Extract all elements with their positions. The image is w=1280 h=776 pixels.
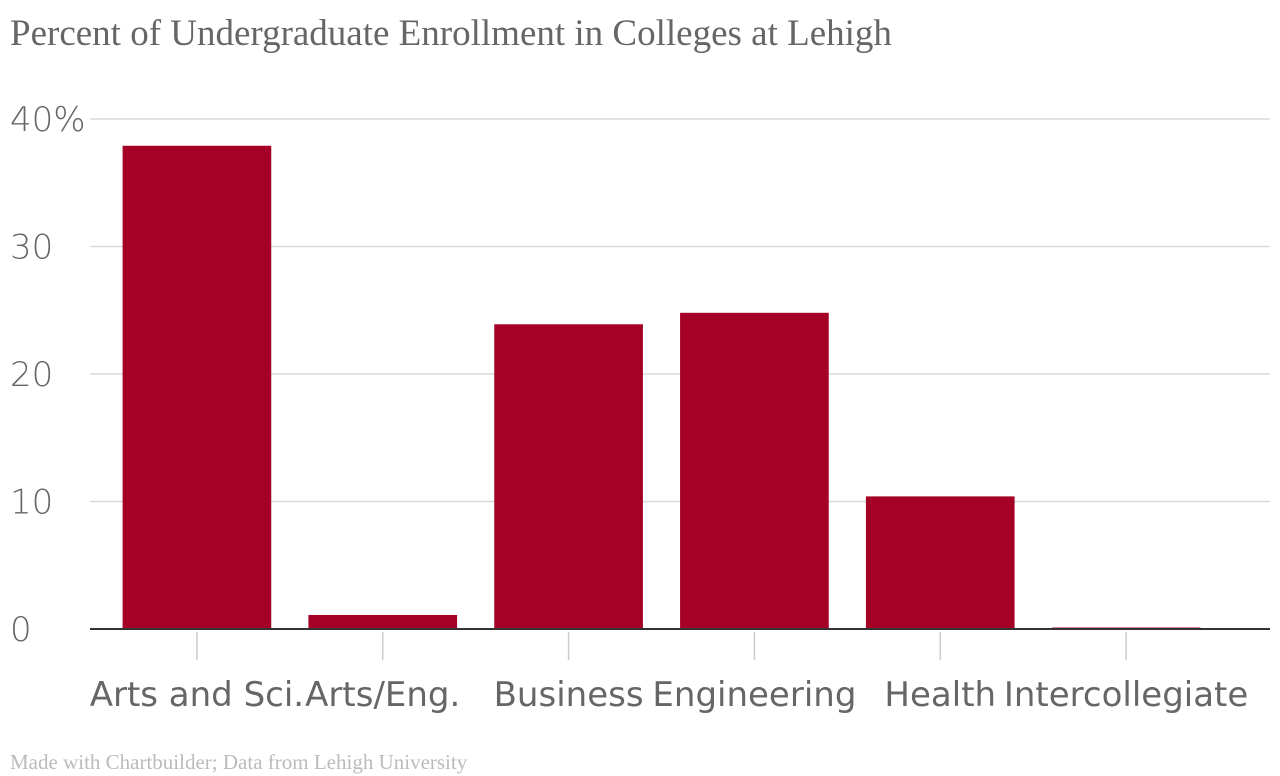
x-tick-label-health: Health xyxy=(884,675,996,715)
x-axis-ticks xyxy=(196,632,1127,660)
y-tick-label-30: 30 xyxy=(10,228,53,268)
source-credit: Made with Chartbuilder; Data from Lehigh… xyxy=(10,750,468,774)
y-tick-label-40: 40% xyxy=(10,100,86,140)
y-tick-label-20: 20 xyxy=(10,355,53,395)
bars xyxy=(122,145,1201,629)
x-tick-label-arts-eng: Arts/Eng. xyxy=(305,675,460,715)
x-tick-label-engineering: Engineering xyxy=(652,675,856,715)
x-tick-label-business: Business xyxy=(494,675,644,715)
bar-health xyxy=(865,496,1015,629)
chart-title: Percent of Undergraduate Enrollment in C… xyxy=(10,13,892,54)
bar-arts-eng xyxy=(308,614,458,629)
y-tick-label-0: 0 xyxy=(10,610,32,650)
y-axis-tick-labels: 0 10 20 30 40% xyxy=(10,100,86,650)
bar-business xyxy=(494,324,643,629)
bar-arts-and-sci xyxy=(122,145,272,629)
x-tick-label-intercollegiate: Intercollegiate xyxy=(1004,675,1248,715)
y-tick-label-10: 10 xyxy=(10,483,53,523)
gridlines xyxy=(90,118,1270,503)
x-axis-category-labels: Arts and Sci. Arts/Eng. Business Engineerin… xyxy=(90,675,1249,715)
bar-engineering xyxy=(680,312,829,629)
x-tick-label-arts-and-sci: Arts and Sci. xyxy=(90,675,304,715)
